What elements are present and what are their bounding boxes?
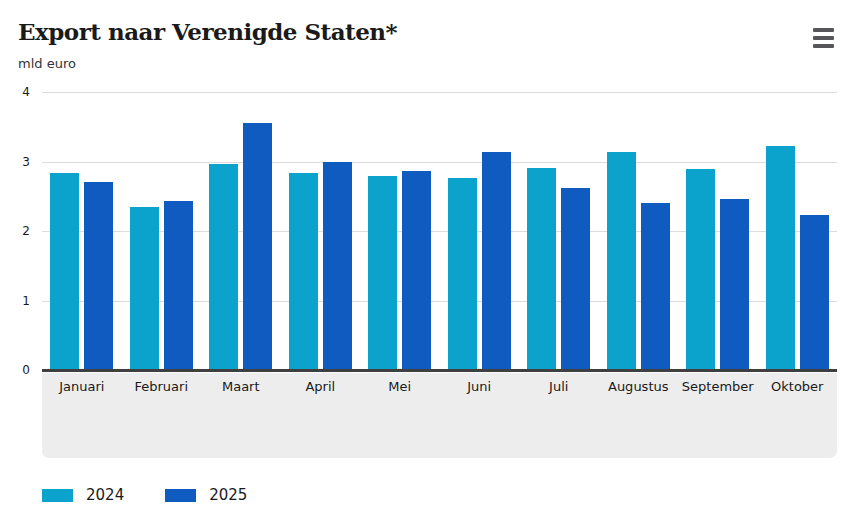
- y-axis-unit-label: mld euro: [18, 56, 76, 71]
- hamburger-menu-icon[interactable]: [809, 24, 837, 52]
- menu-bar: [813, 28, 834, 32]
- x-axis-label-mei: Mei: [388, 379, 411, 394]
- bar-juli-2025[interactable]: [561, 188, 590, 370]
- bar-maart-2024[interactable]: [209, 164, 238, 370]
- x-axis-label-september: September: [682, 379, 754, 394]
- chart-title: Export naar Verenigde Staten*: [18, 18, 397, 45]
- bar-september-2024[interactable]: [686, 169, 715, 370]
- bar-april-2025[interactable]: [323, 162, 352, 371]
- gridline-y3: [42, 162, 837, 163]
- bar-april-2024[interactable]: [289, 173, 318, 370]
- menu-bar: [813, 44, 834, 48]
- bar-augustus-2024[interactable]: [607, 152, 636, 370]
- bar-januari-2025[interactable]: [84, 182, 113, 370]
- x-axis-label-augustus: Augustus: [608, 379, 669, 394]
- gridline-y4: [42, 92, 837, 93]
- x-axis-label-maart: Maart: [222, 379, 260, 394]
- x-axis-label-oktober: Oktober: [771, 379, 823, 394]
- x-axis-label-februari: Februari: [134, 379, 188, 394]
- gridline-y2: [42, 231, 837, 232]
- x-axis-label-juli: Juli: [549, 379, 568, 394]
- bar-juni-2024[interactable]: [448, 178, 477, 370]
- bar-juli-2024[interactable]: [527, 168, 556, 370]
- x-axis-label-april: April: [305, 379, 335, 394]
- bar-juni-2025[interactable]: [482, 152, 511, 370]
- legend-item-2025[interactable]: 2025: [165, 486, 247, 504]
- y-axis-tick-label: 2: [0, 223, 30, 239]
- y-axis-tick-label: 1: [0, 293, 30, 309]
- legend-swatch-2025: [165, 489, 196, 502]
- bar-mei-2024[interactable]: [368, 176, 397, 370]
- bar-februari-2024[interactable]: [130, 207, 159, 370]
- legend-label: 2025: [209, 486, 247, 504]
- menu-bar: [813, 36, 834, 40]
- bar-oktober-2024[interactable]: [766, 146, 795, 370]
- bar-september-2025[interactable]: [720, 199, 749, 370]
- bar-maart-2025[interactable]: [243, 123, 272, 370]
- legend-label: 2024: [86, 486, 124, 504]
- legend: 2024 2025: [42, 486, 288, 504]
- y-axis-tick-label: 3: [0, 154, 30, 170]
- bar-februari-2025[interactable]: [164, 201, 193, 370]
- legend-swatch-2024: [42, 489, 73, 502]
- y-axis-tick-label: 4: [0, 84, 30, 100]
- x-axis-line: [42, 369, 837, 372]
- gridline-y1: [42, 301, 837, 302]
- bar-mei-2025[interactable]: [402, 171, 431, 370]
- y-axis-tick-label: 0: [0, 362, 30, 378]
- chart-card: Export naar Verenigde Staten* mld euro 2…: [0, 0, 858, 514]
- x-axis-label-juni: Juni: [467, 379, 491, 394]
- bar-augustus-2025[interactable]: [641, 203, 670, 370]
- bar-januari-2024[interactable]: [50, 173, 79, 370]
- bar-oktober-2025[interactable]: [800, 215, 829, 370]
- legend-item-2024[interactable]: 2024: [42, 486, 124, 504]
- x-axis-label-januari: Januari: [59, 379, 104, 394]
